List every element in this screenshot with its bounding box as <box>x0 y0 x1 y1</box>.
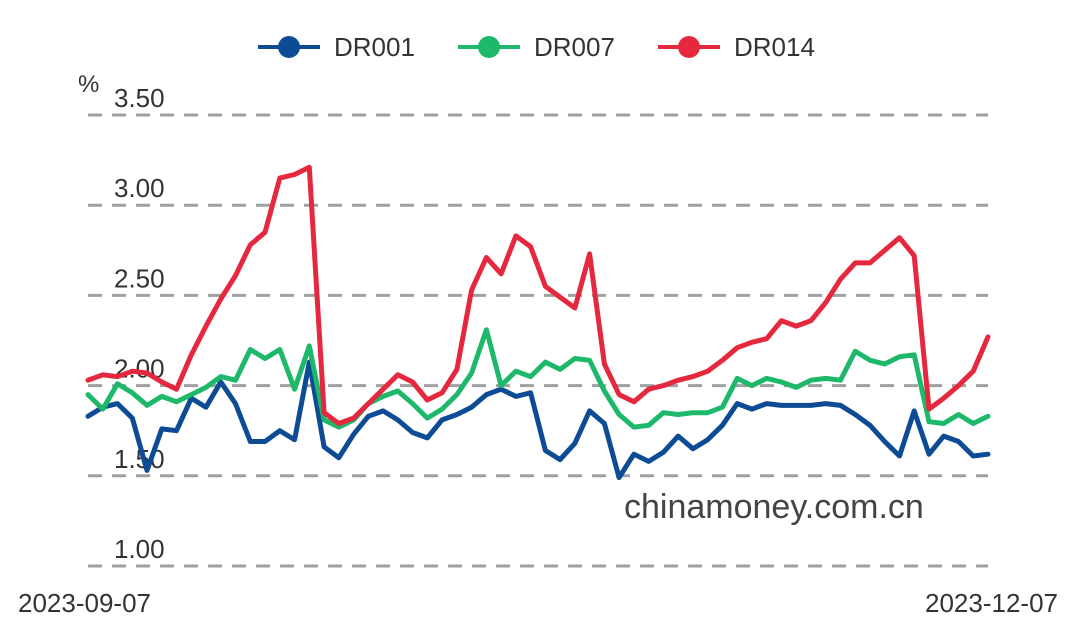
legend: DR001 DR007 DR014 <box>258 32 815 62</box>
grid-layer: 1.001.502.002.503.003.50 <box>88 83 988 568</box>
watermark-text: chinamoney.com.cn <box>624 488 924 526</box>
y-axis-unit-label: % <box>78 71 99 98</box>
y-tick-label: 1.00 <box>114 534 165 564</box>
series-line-dr007 <box>85 327 991 430</box>
y-tick-label: 3.00 <box>114 173 165 203</box>
legend-item-dr007[interactable]: DR007 <box>458 32 615 62</box>
legend-marker-dr007 <box>478 36 500 58</box>
legend-marker-dr001 <box>278 36 300 58</box>
y-tick-label: 2.50 <box>114 263 165 293</box>
legend-label-dr014: DR014 <box>734 32 815 62</box>
x-axis-start-date: 2023-09-07 <box>18 588 151 618</box>
legend-label-dr001: DR001 <box>334 32 415 62</box>
legend-label-dr007: DR007 <box>534 32 615 62</box>
y-tick-label: 3.50 <box>114 83 165 113</box>
legend-item-dr014[interactable]: DR014 <box>658 32 815 62</box>
legend-marker-dr014 <box>678 36 700 58</box>
legend-item-dr001[interactable]: DR001 <box>258 32 415 62</box>
series-layer <box>85 164 991 481</box>
x-axis-end-date: 2023-12-07 <box>925 588 1058 618</box>
series-line-dr014 <box>85 164 991 426</box>
series-line-dr001 <box>85 359 991 481</box>
